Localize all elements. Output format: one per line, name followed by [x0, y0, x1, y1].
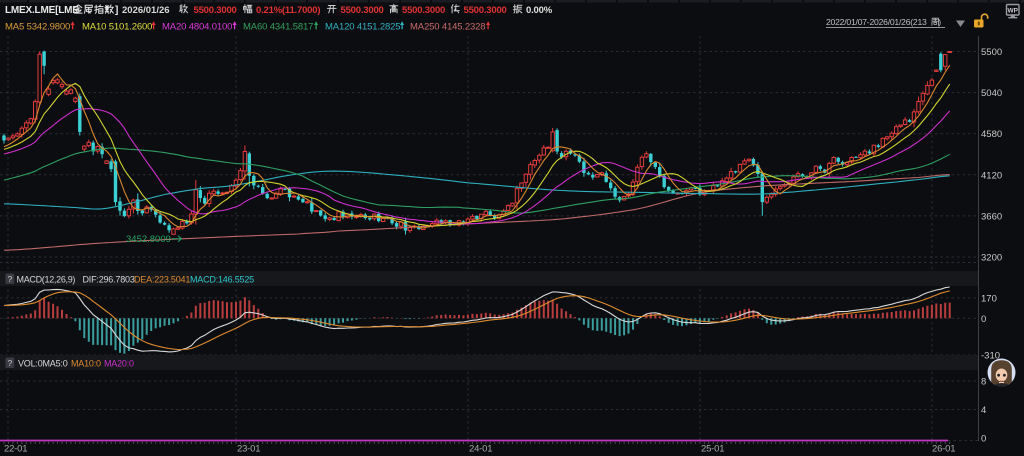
svg-text:DEA:223.5041: DEA:223.5041	[134, 275, 190, 285]
svg-text:MACD:146.5525: MACD:146.5525	[190, 275, 254, 285]
svg-text:23-01: 23-01	[237, 444, 260, 455]
svg-text:3452.8009: 3452.8009	[126, 234, 171, 245]
svg-text:MA20:0: MA20:0	[104, 359, 134, 369]
svg-text:]: ]	[115, 5, 118, 16]
svg-text:24-01: 24-01	[469, 444, 492, 455]
svg-text:5500.3000: 5500.3000	[464, 5, 507, 16]
svg-text:2022/01/07-2026/01/26(213: 2022/01/07-2026/01/26(213	[826, 17, 927, 27]
svg-text:MA10:0: MA10:0	[71, 359, 101, 369]
svg-text:5040: 5040	[981, 88, 1002, 99]
svg-text:MA120 4151.2825: MA120 4151.2825	[325, 22, 400, 33]
svg-text:LMEX.LME[LME: LMEX.LME[LME	[5, 5, 79, 16]
svg-text:5500.3000: 5500.3000	[402, 5, 445, 16]
svg-text:?: ?	[8, 274, 13, 284]
svg-text:MA5 5342.9800: MA5 5342.9800	[5, 22, 70, 33]
svg-text:WP: WP	[1008, 8, 1019, 15]
svg-text:0: 0	[981, 314, 986, 325]
svg-text:?: ?	[8, 358, 13, 368]
svg-text:): )	[938, 17, 941, 27]
svg-text:MA250 4145.2328: MA250 4145.2328	[410, 22, 485, 33]
svg-text:170: 170	[981, 293, 997, 304]
svg-text:5500: 5500	[981, 47, 1002, 58]
svg-text:0: 0	[981, 434, 986, 445]
svg-text:5500.3000: 5500.3000	[194, 5, 237, 16]
svg-text:5500.3000: 5500.3000	[341, 5, 384, 16]
svg-text:26-01: 26-01	[932, 444, 955, 455]
svg-text:22-01: 22-01	[4, 444, 27, 455]
svg-text:-310: -310	[981, 351, 1000, 362]
svg-text:4580: 4580	[981, 129, 1002, 140]
svg-text:4120: 4120	[981, 170, 1002, 181]
svg-text:DIF:296.7803: DIF:296.7803	[83, 275, 135, 285]
svg-text:0.00%: 0.00%	[526, 5, 553, 16]
svg-text:2026/01/26: 2026/01/26	[122, 5, 170, 16]
svg-text:3200: 3200	[981, 253, 1002, 264]
svg-text:4: 4	[981, 405, 986, 416]
svg-text:3660: 3660	[981, 211, 1002, 222]
svg-text:MACD(12,26,9): MACD(12,26,9)	[17, 275, 76, 285]
svg-text:MA20 4804.0100: MA20 4804.0100	[162, 22, 232, 33]
svg-text:MA60 4341.5817: MA60 4341.5817	[243, 22, 313, 33]
svg-text:VOL:0MA5:0: VOL:0MA5:0	[18, 359, 68, 369]
svg-text:MA10 5101.2600: MA10 5101.2600	[82, 22, 152, 33]
svg-text:25-01: 25-01	[701, 444, 724, 455]
svg-text:0.21%(11.7000): 0.21%(11.7000)	[256, 5, 320, 16]
svg-text:8: 8	[981, 377, 986, 388]
